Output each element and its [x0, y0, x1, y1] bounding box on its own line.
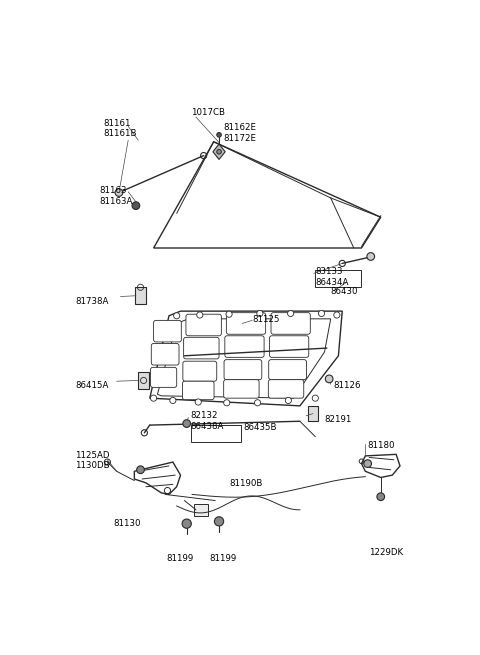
Text: 81180: 81180 — [367, 441, 395, 449]
FancyBboxPatch shape — [224, 380, 259, 398]
Circle shape — [174, 312, 180, 319]
Circle shape — [288, 310, 294, 316]
Bar — [191, 425, 240, 442]
Text: 82132
86438A: 82132 86438A — [191, 411, 224, 430]
Circle shape — [151, 395, 156, 402]
FancyBboxPatch shape — [268, 380, 304, 398]
FancyBboxPatch shape — [154, 320, 181, 342]
FancyBboxPatch shape — [151, 367, 177, 387]
Text: 1229DK: 1229DK — [369, 548, 403, 557]
Text: 86435B: 86435B — [243, 422, 276, 432]
FancyBboxPatch shape — [186, 314, 221, 336]
Circle shape — [183, 420, 191, 428]
Text: 81738A: 81738A — [75, 297, 108, 305]
Text: 86415A: 86415A — [75, 381, 108, 390]
Text: 86430: 86430 — [331, 286, 358, 295]
Text: 81130: 81130 — [114, 519, 141, 528]
Circle shape — [254, 400, 261, 406]
Circle shape — [132, 202, 140, 210]
Text: 81199: 81199 — [166, 553, 193, 563]
Text: 81126: 81126 — [333, 381, 360, 390]
FancyBboxPatch shape — [269, 360, 306, 380]
Circle shape — [215, 517, 224, 526]
FancyBboxPatch shape — [183, 361, 217, 381]
Circle shape — [312, 395, 318, 402]
Text: 81162E
81172E: 81162E 81172E — [223, 123, 256, 143]
Bar — [315, 270, 361, 286]
Bar — [308, 406, 318, 421]
Circle shape — [197, 312, 203, 318]
Text: 81190B: 81190B — [229, 479, 263, 488]
Circle shape — [257, 310, 263, 316]
Circle shape — [364, 460, 372, 468]
FancyBboxPatch shape — [224, 360, 262, 380]
Polygon shape — [213, 144, 225, 159]
Circle shape — [224, 400, 230, 406]
Text: 81161
81161B: 81161 81161B — [104, 119, 137, 138]
Circle shape — [334, 312, 340, 318]
Text: 81125: 81125 — [252, 315, 280, 324]
Circle shape — [226, 311, 232, 317]
Text: 81199: 81199 — [209, 553, 236, 563]
Circle shape — [115, 189, 123, 196]
Circle shape — [325, 375, 333, 383]
Circle shape — [285, 398, 291, 403]
Text: 1125AD
1130DB: 1125AD 1130DB — [75, 451, 110, 470]
Bar — [135, 288, 146, 304]
Text: 81163
81163A: 81163 81163A — [100, 187, 133, 206]
FancyBboxPatch shape — [184, 337, 219, 359]
Circle shape — [137, 466, 144, 474]
Bar — [194, 504, 208, 516]
Circle shape — [195, 399, 201, 405]
FancyBboxPatch shape — [182, 381, 214, 400]
FancyBboxPatch shape — [269, 336, 309, 358]
Circle shape — [377, 493, 384, 500]
FancyBboxPatch shape — [227, 312, 265, 334]
Circle shape — [170, 398, 176, 403]
Circle shape — [318, 310, 324, 316]
FancyBboxPatch shape — [151, 343, 179, 365]
FancyBboxPatch shape — [225, 336, 264, 358]
Circle shape — [367, 253, 374, 260]
Text: 1017CB: 1017CB — [191, 108, 225, 117]
Bar — [138, 372, 149, 389]
Circle shape — [217, 149, 221, 154]
Text: 82191: 82191 — [324, 415, 352, 424]
Circle shape — [217, 132, 221, 137]
Circle shape — [182, 519, 192, 529]
Text: 83133
86434A: 83133 86434A — [315, 267, 348, 287]
FancyBboxPatch shape — [271, 312, 310, 334]
